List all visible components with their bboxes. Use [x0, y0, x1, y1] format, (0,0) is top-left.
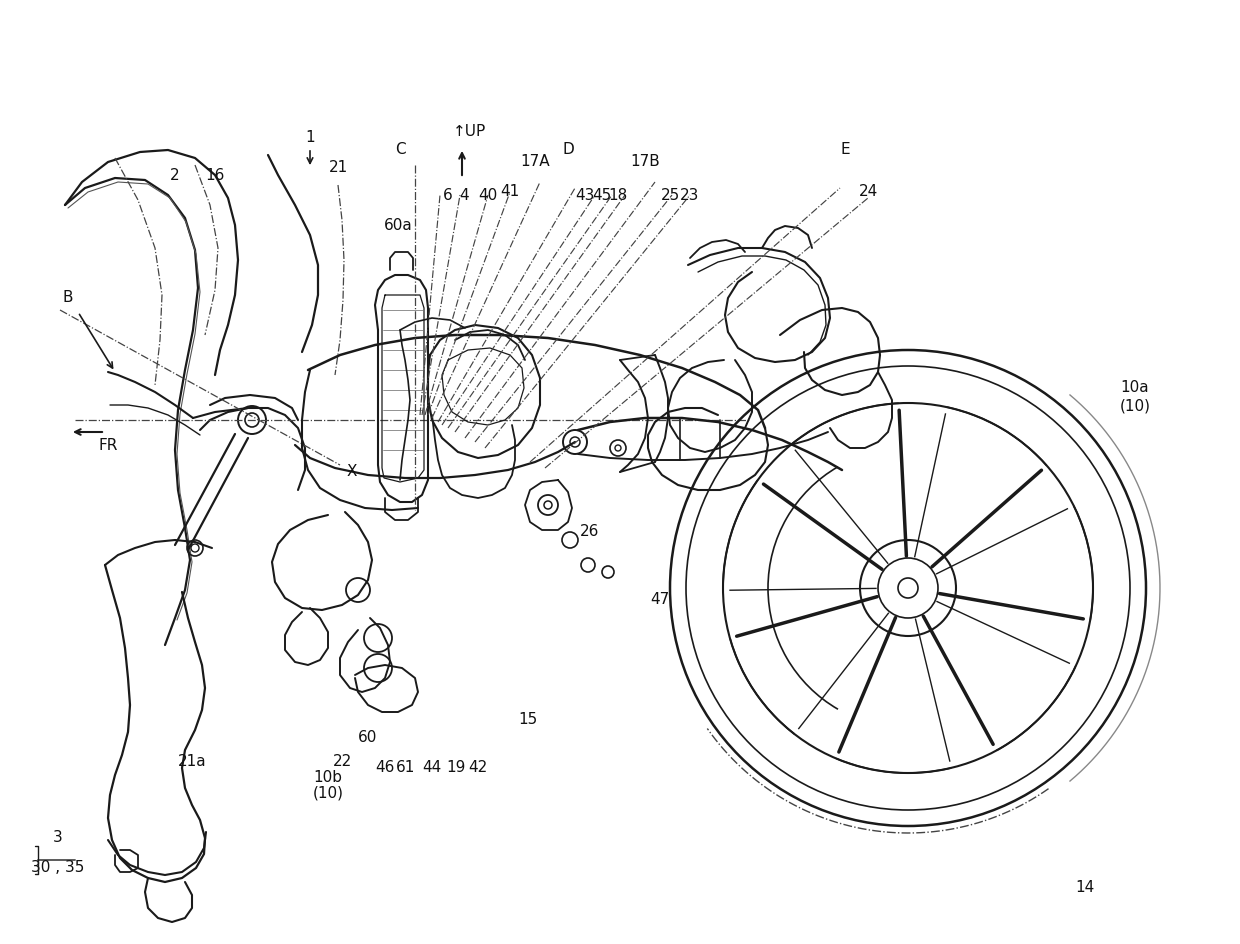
Text: 46: 46	[376, 761, 394, 776]
Text: B: B	[63, 291, 73, 306]
Text: X: X	[347, 464, 357, 480]
Text: 43: 43	[575, 189, 595, 204]
Text: 16: 16	[206, 167, 224, 182]
Text: 23: 23	[681, 189, 699, 204]
Text: 40: 40	[479, 189, 497, 204]
Text: 42: 42	[469, 761, 487, 776]
Text: 6: 6	[443, 188, 453, 203]
Text: 25: 25	[661, 189, 680, 204]
Text: 4: 4	[459, 188, 469, 203]
Text: 60a: 60a	[383, 217, 413, 232]
Text: 61: 61	[397, 761, 415, 776]
Text: 19: 19	[446, 761, 466, 776]
Text: 17B: 17B	[630, 155, 660, 170]
Text: 2: 2	[170, 167, 180, 182]
Text: 18: 18	[609, 189, 627, 204]
Text: 24: 24	[858, 184, 878, 199]
Text: 21a: 21a	[177, 754, 206, 769]
Text: 15: 15	[518, 713, 538, 728]
Text: 1: 1	[305, 130, 315, 145]
Text: 3: 3	[53, 831, 63, 846]
Text: 41: 41	[501, 184, 520, 199]
Text: 26: 26	[580, 525, 600, 540]
Text: FR: FR	[98, 437, 118, 452]
Text: ↑UP: ↑UP	[454, 125, 486, 140]
Text: C: C	[394, 143, 405, 158]
Text: 44: 44	[423, 761, 441, 776]
Text: (10): (10)	[312, 785, 343, 801]
Text: 21: 21	[329, 160, 347, 176]
Text: 47: 47	[650, 593, 670, 608]
Text: D: D	[562, 143, 574, 158]
Text: 10a: 10a	[1121, 380, 1149, 396]
Text: 60: 60	[358, 731, 378, 746]
Text: E: E	[841, 143, 849, 158]
Text: 45: 45	[593, 189, 611, 204]
Text: 14: 14	[1075, 881, 1095, 896]
Text: (10): (10)	[1120, 398, 1151, 413]
Text: 10b: 10b	[314, 770, 342, 785]
Text: 17A: 17A	[521, 155, 549, 170]
Text: 22: 22	[332, 754, 352, 769]
Text: 30 , 35: 30 , 35	[31, 861, 84, 875]
